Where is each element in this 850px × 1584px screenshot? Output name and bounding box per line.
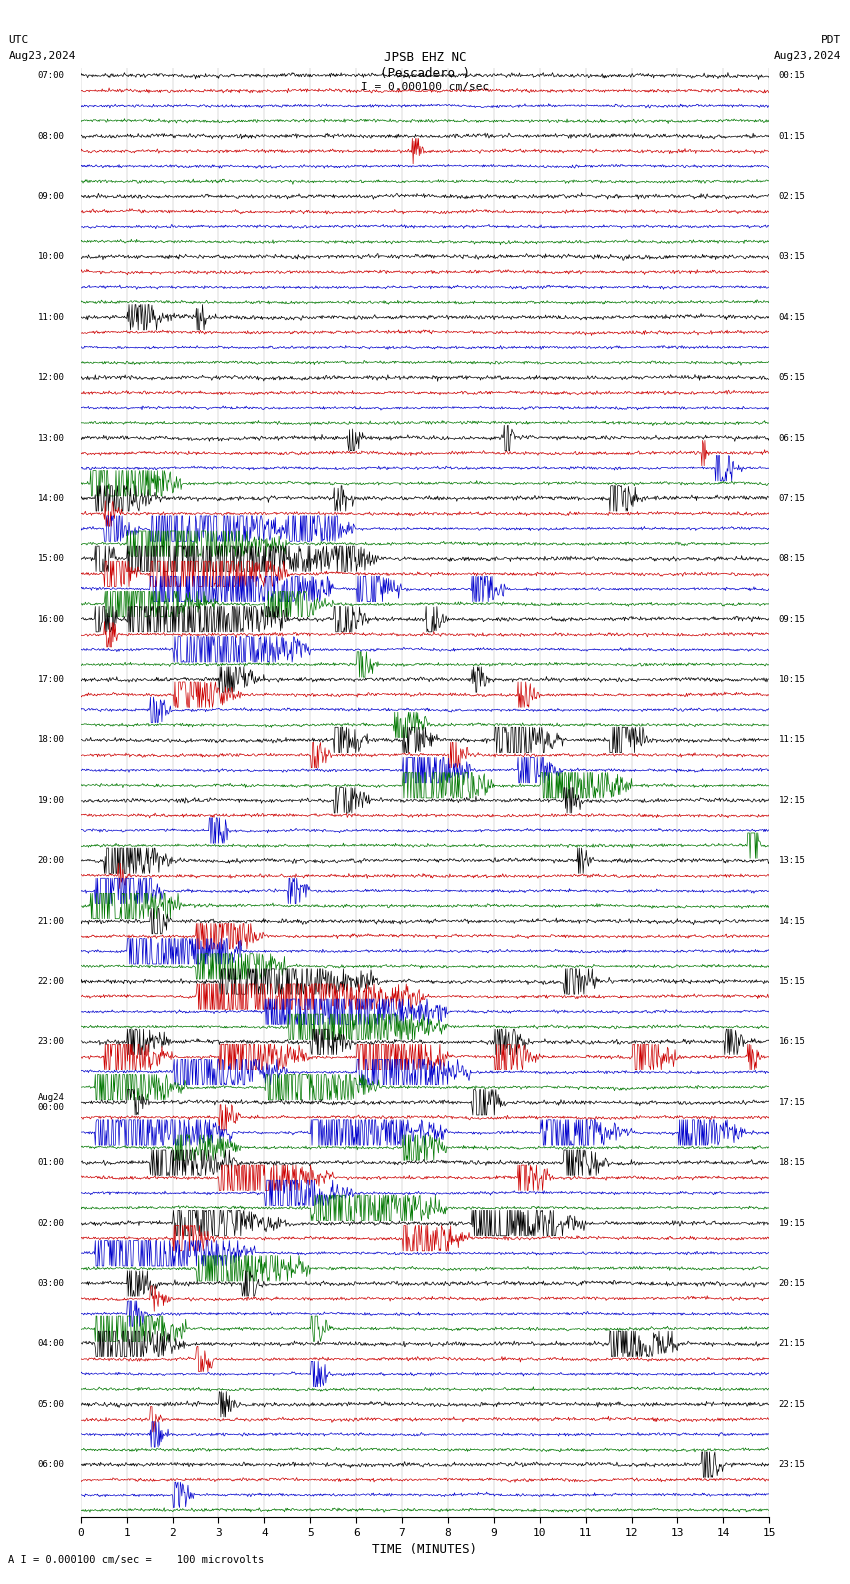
Text: 19:15: 19:15 [779,1218,805,1228]
Text: 14:00: 14:00 [37,494,65,502]
Text: 21:15: 21:15 [779,1340,805,1348]
Text: A I = 0.000100 cm/sec =    100 microvolts: A I = 0.000100 cm/sec = 100 microvolts [8,1555,264,1565]
Text: 17:15: 17:15 [779,1098,805,1107]
Text: 23:15: 23:15 [779,1460,805,1468]
Text: PDT: PDT [821,35,842,44]
Text: 18:15: 18:15 [779,1158,805,1167]
Text: Aug23,2024: Aug23,2024 [774,51,842,60]
Text: 14:15: 14:15 [779,917,805,925]
Text: 02:15: 02:15 [779,192,805,201]
Text: 13:15: 13:15 [779,857,805,865]
Text: 19:00: 19:00 [37,795,65,805]
Text: 21:00: 21:00 [37,917,65,925]
Text: 09:00: 09:00 [37,192,65,201]
Text: (Pescadero ): (Pescadero ) [380,67,470,79]
Text: Aug24
00:00: Aug24 00:00 [37,1093,65,1112]
Text: 12:15: 12:15 [779,795,805,805]
Text: 06:00: 06:00 [37,1460,65,1468]
Text: 11:15: 11:15 [779,735,805,744]
Text: 07:15: 07:15 [779,494,805,502]
Text: 13:00: 13:00 [37,434,65,442]
Text: 08:15: 08:15 [779,554,805,564]
Text: 11:00: 11:00 [37,312,65,322]
Text: 20:15: 20:15 [779,1278,805,1288]
Text: 05:15: 05:15 [779,374,805,382]
Text: 17:00: 17:00 [37,675,65,684]
Text: Aug23,2024: Aug23,2024 [8,51,76,60]
Text: 05:00: 05:00 [37,1400,65,1408]
Text: 00:15: 00:15 [779,71,805,81]
Text: 08:00: 08:00 [37,131,65,141]
Text: 23:00: 23:00 [37,1038,65,1047]
Text: 01:00: 01:00 [37,1158,65,1167]
Text: 02:00: 02:00 [37,1218,65,1228]
Text: 15:15: 15:15 [779,977,805,985]
Text: 10:15: 10:15 [779,675,805,684]
Text: 16:00: 16:00 [37,615,65,624]
Text: 03:00: 03:00 [37,1278,65,1288]
Text: I = 0.000100 cm/sec: I = 0.000100 cm/sec [361,82,489,92]
Text: 03:15: 03:15 [779,252,805,261]
Text: 10:00: 10:00 [37,252,65,261]
Text: 18:00: 18:00 [37,735,65,744]
Text: 16:15: 16:15 [779,1038,805,1047]
Text: 22:15: 22:15 [779,1400,805,1408]
Text: 07:00: 07:00 [37,71,65,81]
X-axis label: TIME (MINUTES): TIME (MINUTES) [372,1543,478,1557]
Text: 12:00: 12:00 [37,374,65,382]
Text: 04:00: 04:00 [37,1340,65,1348]
Text: 15:00: 15:00 [37,554,65,564]
Text: 22:00: 22:00 [37,977,65,985]
Text: JPSB EHZ NC: JPSB EHZ NC [383,51,467,63]
Text: 04:15: 04:15 [779,312,805,322]
Text: 06:15: 06:15 [779,434,805,442]
Text: 01:15: 01:15 [779,131,805,141]
Text: 20:00: 20:00 [37,857,65,865]
Text: UTC: UTC [8,35,29,44]
Text: 09:15: 09:15 [779,615,805,624]
